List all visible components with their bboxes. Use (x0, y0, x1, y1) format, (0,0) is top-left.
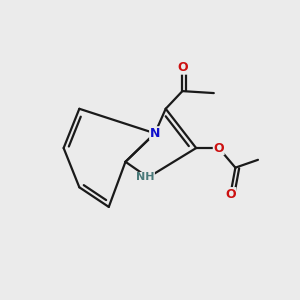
Text: O: O (225, 188, 236, 201)
Text: NH: NH (136, 172, 154, 182)
Text: O: O (177, 61, 188, 74)
Text: N: N (150, 127, 160, 140)
Text: O: O (213, 142, 224, 154)
